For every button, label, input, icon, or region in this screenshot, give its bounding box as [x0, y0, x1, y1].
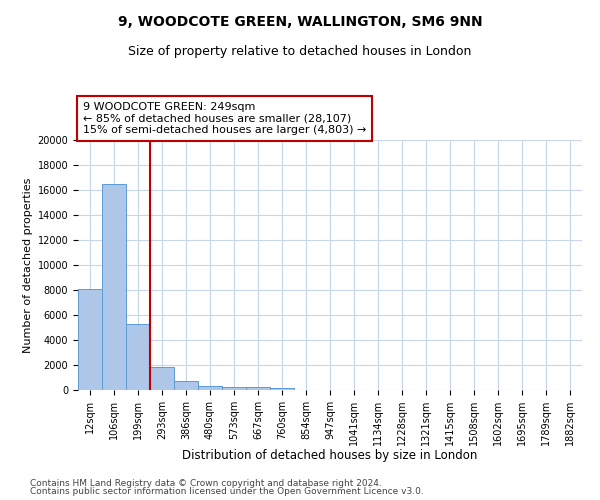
Bar — [222, 386, 246, 390]
Bar — [150, 367, 174, 390]
Bar — [246, 387, 270, 390]
Y-axis label: Number of detached properties: Number of detached properties — [23, 178, 34, 352]
Text: 9, WOODCOTE GREEN, WALLINGTON, SM6 9NN: 9, WOODCOTE GREEN, WALLINGTON, SM6 9NN — [118, 15, 482, 29]
Bar — [174, 381, 198, 390]
Text: Contains public sector information licensed under the Open Government Licence v3: Contains public sector information licen… — [30, 487, 424, 496]
Text: Contains HM Land Registry data © Crown copyright and database right 2024.: Contains HM Land Registry data © Crown c… — [30, 478, 382, 488]
Bar — [126, 324, 150, 390]
Text: Size of property relative to detached houses in London: Size of property relative to detached ho… — [128, 45, 472, 58]
Bar — [198, 386, 222, 390]
Bar — [270, 388, 294, 390]
Bar — [102, 184, 126, 390]
X-axis label: Distribution of detached houses by size in London: Distribution of detached houses by size … — [182, 450, 478, 462]
Bar — [78, 289, 102, 390]
Text: 9 WOODCOTE GREEN: 249sqm
← 85% of detached houses are smaller (28,107)
15% of se: 9 WOODCOTE GREEN: 249sqm ← 85% of detach… — [83, 102, 367, 135]
